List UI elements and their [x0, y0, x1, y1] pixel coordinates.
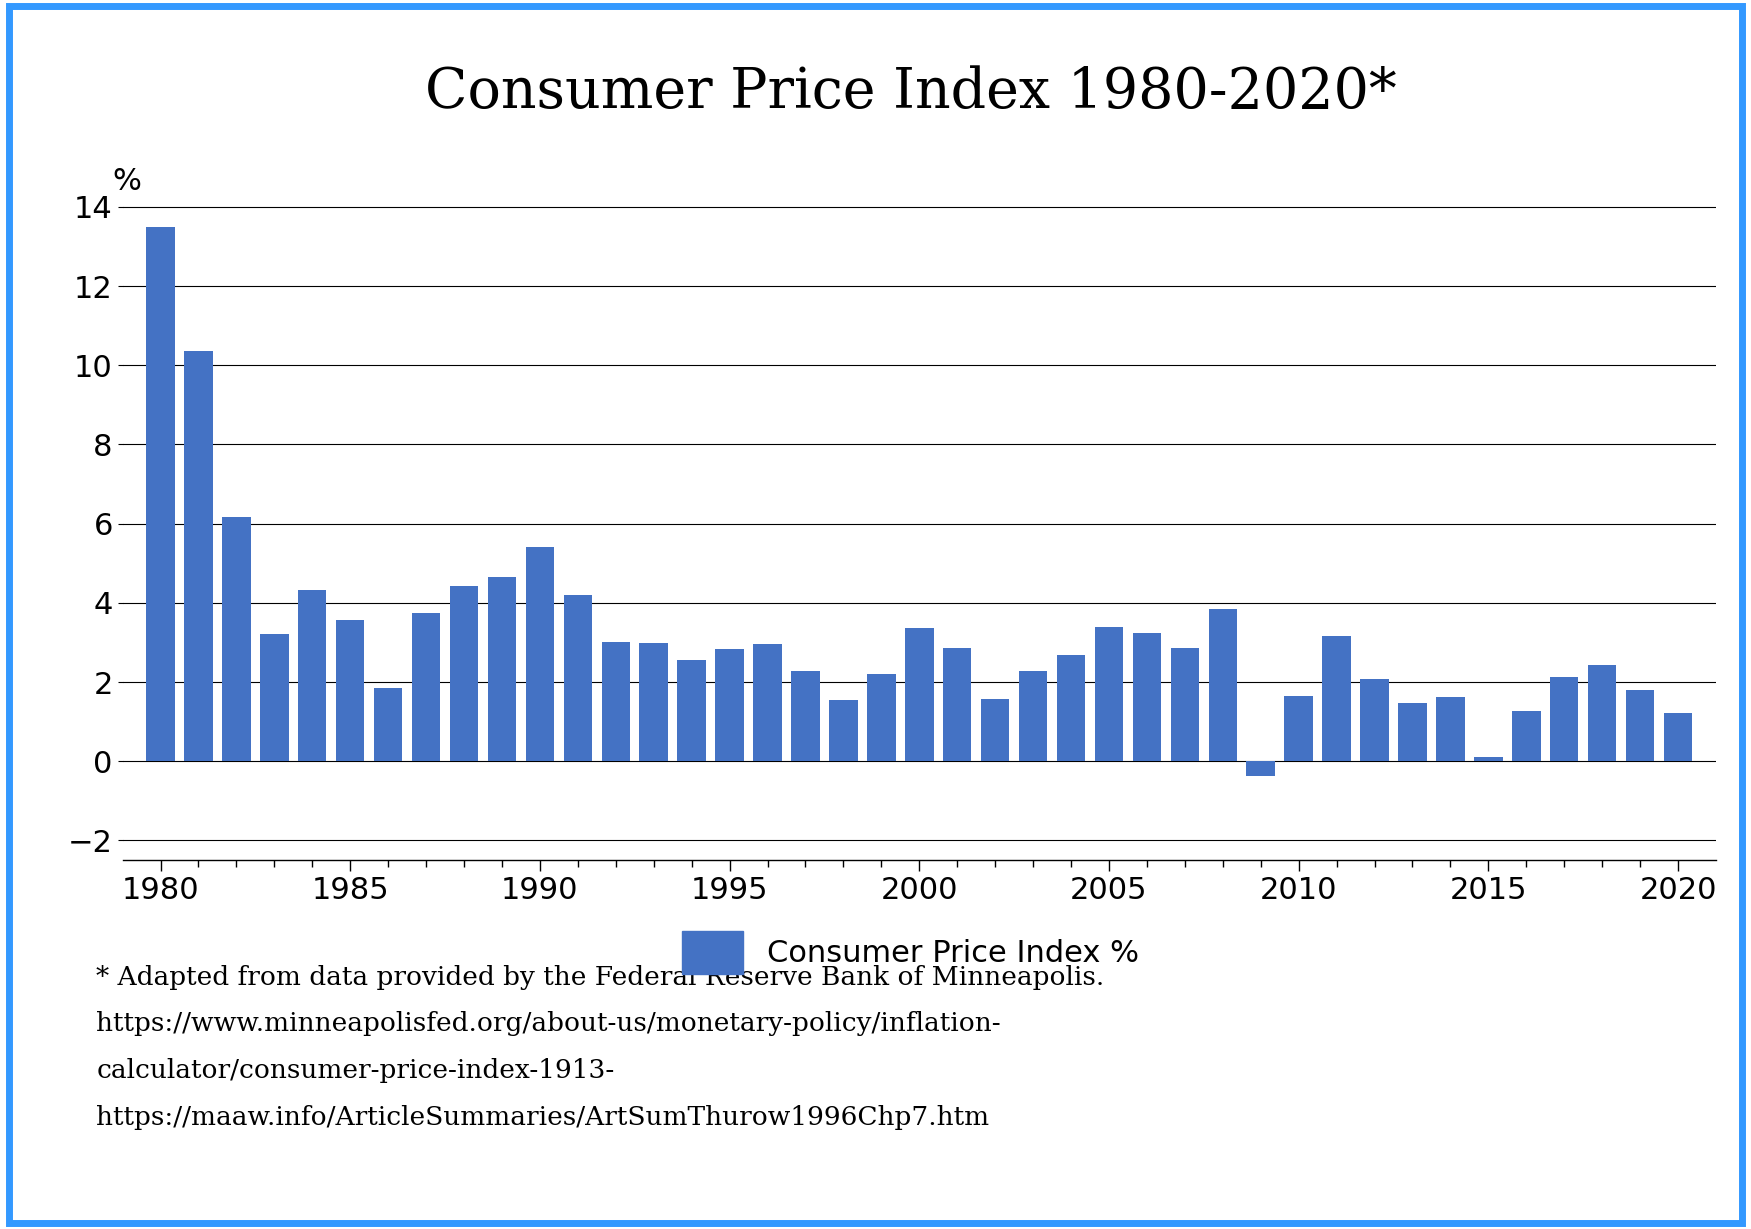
Bar: [1399, 703, 1427, 761]
Bar: [905, 628, 933, 761]
Text: Consumer Price Index 1980-2020*: Consumer Price Index 1980-2020*: [425, 65, 1396, 119]
Bar: [489, 578, 517, 761]
Text: * Adapted from data provided by the Federal Reserve Bank of Minneapolis.: * Adapted from data provided by the Fede…: [96, 965, 1105, 989]
Bar: [1474, 757, 1502, 761]
Bar: [222, 517, 250, 761]
Bar: [716, 649, 744, 761]
Bar: [1361, 680, 1389, 761]
Bar: [944, 649, 972, 761]
Bar: [1133, 633, 1161, 761]
Bar: [1247, 761, 1275, 775]
Bar: [1436, 697, 1464, 761]
Bar: [678, 660, 706, 761]
Bar: [1513, 712, 1541, 761]
Bar: [1663, 713, 1691, 761]
Bar: [375, 688, 403, 761]
Bar: [298, 590, 326, 761]
Bar: [867, 673, 895, 761]
Text: https://maaw.info/ArticleSummaries/ArtSumThurow1996Chp7.htm: https://maaw.info/ArticleSummaries/ArtSu…: [96, 1105, 989, 1129]
Text: calculator/consumer-price-index-1913-: calculator/consumer-price-index-1913-: [96, 1058, 615, 1083]
Bar: [450, 586, 478, 761]
Bar: [147, 226, 175, 761]
Bar: [564, 595, 592, 761]
Bar: [639, 643, 667, 761]
Legend: Consumer Price Index %: Consumer Price Index %: [669, 918, 1152, 987]
Bar: [1550, 677, 1578, 761]
Text: %: %: [112, 167, 140, 195]
Bar: [1094, 627, 1122, 761]
Bar: [336, 621, 364, 761]
Bar: [1322, 637, 1350, 761]
Bar: [791, 671, 819, 761]
Bar: [525, 547, 553, 761]
Bar: [753, 644, 781, 761]
Bar: [261, 634, 289, 761]
Bar: [411, 613, 440, 761]
Text: https://www.minneapolisfed.org/about-us/monetary-policy/inflation-: https://www.minneapolisfed.org/about-us/…: [96, 1011, 1002, 1036]
Bar: [830, 699, 858, 761]
Bar: [602, 642, 630, 761]
Bar: [1588, 665, 1616, 761]
Bar: [1627, 689, 1655, 761]
Bar: [184, 351, 212, 761]
Bar: [1285, 697, 1313, 761]
Bar: [1171, 649, 1199, 761]
Bar: [981, 699, 1009, 761]
Bar: [1019, 671, 1047, 761]
Bar: [1208, 610, 1236, 761]
Bar: [1058, 655, 1086, 761]
